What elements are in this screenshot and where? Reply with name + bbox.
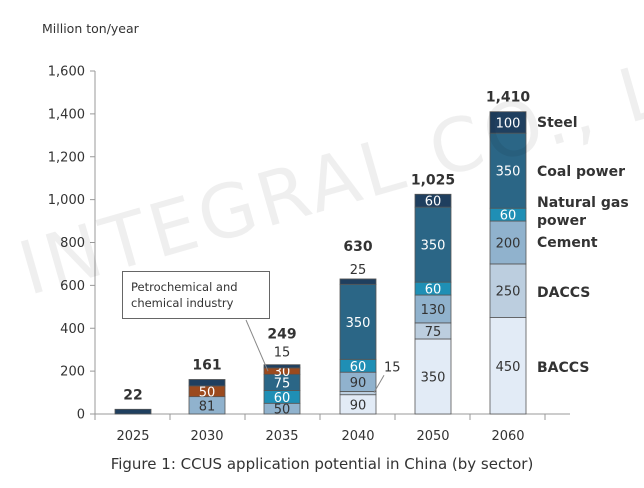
y-tick-label: 0 — [77, 408, 85, 423]
bar-segment-label: 25 — [350, 263, 367, 278]
x-tick-label: 2035 — [265, 429, 298, 444]
bar-segment-label: 90 — [350, 398, 367, 413]
bar-total-label: 1,410 — [486, 90, 531, 106]
bar-total-label: 630 — [343, 239, 372, 255]
legend-label: DACCS — [537, 285, 590, 301]
bar-segment-label: 75 — [425, 325, 442, 340]
x-tick-label: 2040 — [341, 429, 374, 444]
bar-segment — [414, 193, 452, 208]
bar-segment — [339, 391, 377, 396]
bar-segment — [489, 220, 527, 265]
bar-total-label: 1,025 — [411, 172, 455, 188]
bar-segment — [489, 263, 527, 318]
legend-label: Natural gas — [537, 195, 629, 211]
bar-segment-label: 30 — [274, 365, 291, 380]
bar-segment-label: 81 — [199, 399, 216, 414]
bar-segment — [263, 364, 301, 369]
legend-label: BACCS — [537, 360, 589, 376]
bar-segment-label: 350 — [421, 239, 446, 254]
y-tick-label: 1,400 — [48, 107, 85, 122]
bar-segment — [414, 338, 452, 415]
bar-segment — [339, 278, 377, 285]
bar-total-label: 161 — [192, 357, 221, 373]
bar-total-label: 249 — [267, 327, 296, 343]
y-tick-label: 1,600 — [48, 65, 85, 80]
bar-segment-label: 350 — [421, 370, 446, 385]
bar-segment-label: 350 — [496, 165, 521, 180]
bar-segment-label: 60 — [425, 195, 442, 210]
bar-segment-label: 250 — [496, 285, 521, 300]
bar-segment-label: 75 — [274, 376, 291, 391]
figure-caption: Figure 1: CCUS application potential in … — [110, 455, 534, 473]
legend-label: power — [537, 213, 586, 229]
pointer-line — [373, 375, 385, 393]
bar-segment-label: 50 — [199, 385, 216, 400]
y-tick-label: 400 — [60, 322, 85, 337]
bar-segment-label: 130 — [421, 303, 446, 318]
bar-segment-label: 450 — [496, 360, 521, 375]
bar-segment-label: 60 — [350, 360, 367, 375]
bar-segment-label: 15 — [274, 346, 291, 361]
pointer-label: 15 — [384, 360, 401, 375]
bar-total-label: 22 — [123, 387, 142, 403]
bar-segment — [489, 317, 527, 415]
legend-label: Cement — [537, 235, 598, 251]
bar-segment-label: 350 — [346, 316, 371, 331]
y-tick-label: 1,000 — [48, 193, 85, 208]
y-tick-label: 600 — [60, 279, 85, 294]
bar-segment-label: 50 — [274, 403, 291, 418]
x-tick-label: 2060 — [491, 429, 524, 444]
legend-label: Coal power — [537, 164, 625, 180]
x-tick-label: 2025 — [116, 429, 149, 444]
bar-segment — [188, 379, 226, 387]
legend-label: Steel — [537, 115, 578, 131]
bar-segment-label: 60 — [425, 283, 442, 298]
y-tick-label: 1,200 — [48, 150, 85, 165]
petrochemical-callout: Petrochemical and chemical industry — [122, 271, 270, 319]
bar-segment — [489, 111, 527, 134]
bar-segment-label: 100 — [496, 116, 521, 131]
y-axis-title: Million ton/year — [42, 21, 139, 36]
x-tick-label: 2030 — [190, 429, 223, 444]
x-tick-label: 2050 — [416, 429, 449, 444]
y-tick-label: 200 — [60, 365, 85, 380]
callout-pointer-line — [245, 319, 269, 372]
y-tick-label: 800 — [60, 236, 85, 251]
bar-segment — [489, 132, 527, 209]
bar-segment-label: 200 — [496, 237, 521, 252]
bar-segment — [114, 408, 152, 415]
bar-segment-label: 60 — [500, 209, 517, 224]
bar-segment — [339, 283, 377, 360]
bar-segment-label: 60 — [274, 391, 291, 406]
bar-segment — [414, 206, 452, 283]
bar-segment-label: 90 — [350, 376, 367, 391]
